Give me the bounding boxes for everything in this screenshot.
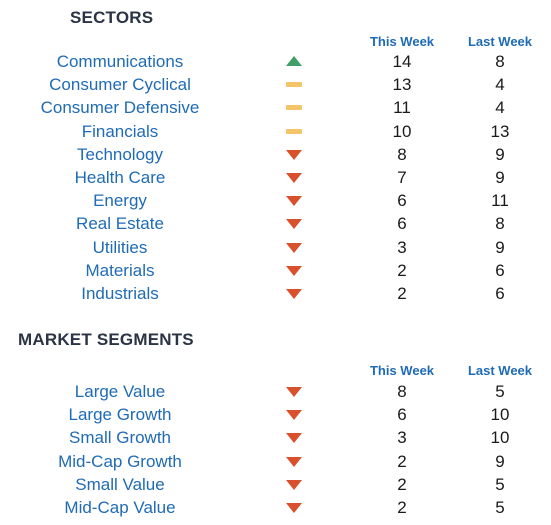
row-name: Technology	[76, 144, 163, 164]
table-row: Industrials 2 6	[0, 282, 551, 305]
table-row: Financials 10 13	[0, 120, 551, 143]
this-week-value: 10	[392, 121, 412, 141]
last-week-value: 10	[490, 428, 510, 448]
table-row: Health Care 7 9	[0, 166, 551, 189]
this-week-value: 8	[397, 144, 407, 164]
last-week-value: 5	[495, 498, 505, 517]
dash-icon	[285, 78, 303, 91]
triangle-down-icon	[285, 241, 303, 254]
last-week-value: 5	[495, 474, 505, 494]
row-name: Consumer Cyclical	[49, 75, 191, 95]
this-week-value: 6	[397, 191, 407, 211]
segments-last-week-header: Last Week	[467, 363, 533, 378]
row-name: Mid-Cap Value	[64, 498, 176, 517]
triangle-down-icon	[285, 385, 303, 398]
last-week-value: 6	[495, 260, 505, 280]
row-name: Industrials	[81, 284, 159, 303]
table-row: Communications 14 8	[0, 50, 551, 73]
triangle-down-icon	[285, 217, 303, 230]
last-week-value: 13	[490, 121, 510, 141]
triangle-down-icon	[285, 431, 303, 444]
last-week-value: 4	[495, 75, 505, 95]
last-week-value: 9	[495, 237, 505, 257]
last-week-value: 4	[495, 98, 505, 118]
sectors-last-week-header: Last Week	[467, 34, 533, 49]
segments-title: MARKET SEGMENTS	[18, 330, 194, 349]
triangle-down-icon	[285, 194, 303, 207]
table-row: Large Growth 6 10	[0, 403, 551, 426]
triangle-down-icon	[285, 478, 303, 491]
this-week-value: 2	[397, 284, 407, 303]
row-name: Materials	[85, 260, 155, 280]
last-week-value: 8	[495, 52, 505, 71]
row-name: Real Estate	[76, 214, 164, 234]
triangle-down-icon	[285, 501, 303, 514]
last-week-value: 9	[495, 451, 505, 471]
row-name: Financials	[81, 121, 159, 141]
last-week-value: 9	[495, 144, 505, 164]
table-row: Mid-Cap Growth 2 9	[0, 450, 551, 473]
this-week-value: 2	[397, 498, 407, 517]
sectors-title: SECTORS	[70, 8, 154, 27]
this-week-value: 3	[397, 428, 407, 448]
triangle-down-icon	[285, 148, 303, 161]
triangle-down-icon	[285, 455, 303, 468]
table-row: Energy 6 11	[0, 189, 551, 212]
this-week-value: 2	[397, 451, 407, 471]
triangle-up-icon	[285, 55, 303, 68]
this-week-value: 6	[397, 214, 407, 234]
this-week-value: 13	[392, 75, 412, 95]
last-week-value: 9	[495, 168, 505, 187]
this-week-value: 8	[397, 382, 407, 401]
table-row: Large Value 8 5	[0, 380, 551, 403]
table-row: Technology 8 9	[0, 143, 551, 166]
dash-icon	[285, 125, 303, 138]
this-week-value: 3	[397, 237, 407, 257]
table-row: Small Value 2 5	[0, 473, 551, 496]
triangle-down-icon	[285, 408, 303, 421]
row-name: Communications	[56, 52, 184, 71]
row-name: Health Care	[74, 168, 166, 187]
triangle-down-icon	[285, 287, 303, 300]
this-week-value: 2	[397, 474, 407, 494]
segments-this-week-header: This Week	[369, 363, 435, 378]
row-name: Large Value	[74, 382, 166, 401]
table-row: Small Growth 3 10	[0, 426, 551, 449]
last-week-value: 6	[495, 284, 505, 303]
row-name: Small Growth	[68, 428, 172, 448]
table-row: Utilities 3 9	[0, 236, 551, 259]
this-week-value: 2	[397, 260, 407, 280]
row-name: Consumer Defensive	[40, 98, 200, 118]
table-row: Real Estate 6 8	[0, 212, 551, 235]
row-name: Mid-Cap Growth	[58, 451, 182, 471]
table-row: Consumer Cyclical 13 4	[0, 73, 551, 96]
sectors-this-week-header: This Week	[369, 34, 435, 49]
table-row: Mid-Cap Value 2 5	[0, 496, 551, 519]
row-name: Energy	[93, 191, 147, 211]
last-week-value: 8	[495, 214, 505, 234]
last-week-value: 5	[495, 382, 505, 401]
dash-icon	[285, 101, 303, 114]
row-name: Utilities	[92, 237, 148, 257]
row-name: Small Value	[75, 474, 165, 494]
table-row: Materials 2 6	[0, 259, 551, 282]
table-row: Consumer Defensive 11 4	[0, 96, 551, 119]
this-week-value: 14	[392, 52, 412, 71]
triangle-down-icon	[285, 264, 303, 277]
this-week-value: 11	[393, 98, 411, 118]
last-week-value: 10	[490, 405, 510, 425]
triangle-down-icon	[285, 171, 303, 184]
this-week-value: 6	[397, 405, 407, 425]
last-week-value: 11	[491, 191, 509, 211]
this-week-value: 7	[397, 168, 407, 187]
row-name: Large Growth	[68, 405, 172, 425]
